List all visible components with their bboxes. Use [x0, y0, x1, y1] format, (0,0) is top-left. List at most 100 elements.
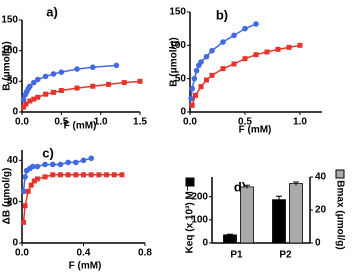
- point: [81, 172, 86, 178]
- point: [29, 163, 36, 170]
- point: [74, 66, 80, 72]
- y2-tick-label: 0: [315, 238, 321, 249]
- point: [191, 75, 198, 82]
- point: [34, 176, 40, 182]
- y-tick-label: 20: [7, 196, 19, 207]
- point: [111, 172, 117, 178]
- y2-axis-label: Bmax (μmol/g): [334, 180, 345, 249]
- x-tick-label: 0.4: [77, 248, 91, 259]
- bar: [272, 199, 286, 244]
- point: [42, 73, 49, 80]
- y-tick-label: 0: [180, 107, 186, 118]
- y-axis-label: B (μmol/g): [169, 37, 180, 86]
- x-tick-label: 0.5: [238, 117, 252, 128]
- point: [34, 163, 41, 170]
- point: [231, 61, 237, 67]
- y-tick-label: 0: [12, 238, 18, 249]
- point: [65, 172, 71, 178]
- point: [286, 44, 292, 50]
- point: [137, 78, 143, 84]
- y-tick-label: 100: [1, 45, 18, 56]
- point: [74, 85, 80, 91]
- point: [204, 77, 209, 83]
- point: [119, 172, 125, 178]
- point: [57, 172, 63, 178]
- bar: [223, 234, 237, 244]
- y-axis-label: ΔB (μmol/g): [2, 168, 13, 225]
- point: [104, 172, 110, 178]
- bar: [240, 186, 254, 244]
- point: [73, 172, 79, 178]
- point: [88, 172, 94, 178]
- point: [23, 101, 29, 107]
- fit-line: [22, 174, 122, 223]
- point: [113, 62, 120, 69]
- error-bar: [227, 233, 233, 236]
- point: [27, 98, 33, 104]
- point: [50, 172, 56, 178]
- x-axis-label: F (mM): [64, 121, 97, 132]
- point: [57, 161, 64, 168]
- point: [73, 159, 79, 166]
- point: [121, 80, 127, 86]
- point: [20, 96, 27, 103]
- y-tick-label: 150: [1, 15, 18, 26]
- point: [198, 59, 204, 65]
- point: [203, 53, 210, 60]
- point: [189, 85, 195, 92]
- point: [65, 159, 71, 166]
- point: [96, 172, 102, 178]
- x-tick-label: 1.0: [94, 117, 108, 128]
- point: [22, 203, 28, 209]
- point: [21, 104, 27, 110]
- y-tick-label: 0: [202, 238, 208, 249]
- point: [35, 94, 41, 100]
- point: [88, 155, 94, 162]
- x-tick-label: P2: [279, 250, 292, 261]
- x-tick-label: 1.5: [133, 117, 147, 128]
- x-tick-label: 0.0: [183, 117, 197, 128]
- point: [209, 72, 215, 78]
- y-axis-label: Keq (x 10³) M⁻¹: [185, 182, 196, 254]
- x-tick-label: 0.0: [15, 117, 29, 128]
- fit-line: [22, 80, 141, 108]
- y2-tick-label: 20: [315, 205, 327, 216]
- panel-title: b): [216, 7, 228, 22]
- point: [50, 89, 56, 95]
- point: [242, 25, 248, 32]
- point: [28, 182, 34, 188]
- point: [49, 161, 56, 168]
- point: [27, 83, 33, 90]
- point: [193, 67, 200, 74]
- legend-swatch: [335, 169, 345, 179]
- point: [90, 83, 96, 89]
- point: [20, 188, 27, 195]
- point: [242, 56, 248, 62]
- point: [50, 71, 57, 77]
- panel-title: c): [42, 145, 54, 160]
- point: [21, 219, 27, 225]
- point: [58, 88, 64, 94]
- point: [42, 174, 48, 180]
- point: [80, 157, 87, 164]
- point: [34, 76, 41, 83]
- fit-line: [22, 64, 117, 100]
- point: [253, 21, 259, 27]
- point: [253, 52, 259, 58]
- point: [193, 92, 198, 98]
- y-tick-label: 50: [7, 76, 19, 87]
- point: [189, 102, 195, 108]
- point: [22, 174, 28, 180]
- y-tick-label: 100: [169, 40, 186, 51]
- panel-title: a): [46, 4, 58, 19]
- x-axis-label: F (mM): [69, 261, 102, 272]
- x-tick-label: 0.5: [54, 117, 68, 128]
- x-tick-label: 0.8: [138, 248, 152, 259]
- point: [31, 96, 37, 102]
- point: [264, 49, 270, 55]
- bar: [289, 183, 303, 244]
- point: [90, 64, 96, 71]
- y-tick-label: 100: [191, 214, 208, 225]
- point: [275, 46, 281, 52]
